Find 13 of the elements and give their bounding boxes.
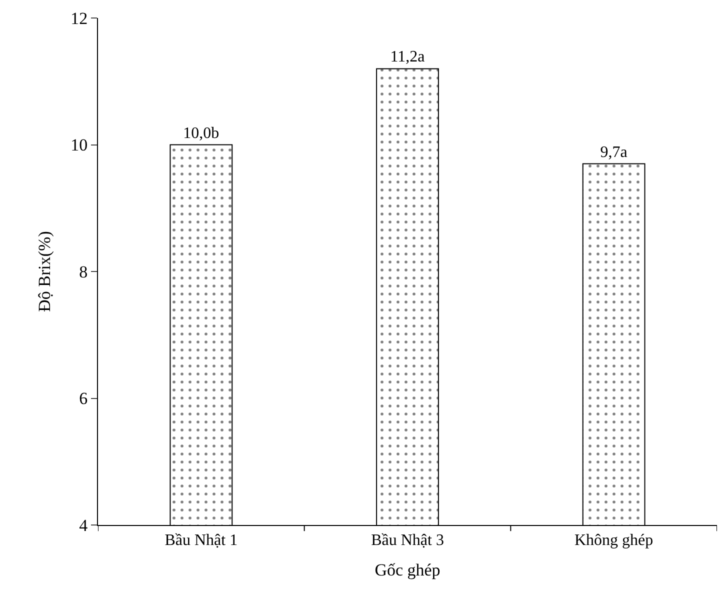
data-label: 9,7a [600,144,628,161]
y-tick-label: 4 [79,516,88,535]
x-tick-label: Bầu Nhật 1 [164,532,238,550]
data-label: 11,2a [390,48,425,66]
y-tick-label: 6 [79,389,88,408]
y-axis-title: Độ Brix(%) [35,231,54,312]
y-tick-label: 8 [79,262,88,282]
y-tick-label: 12 [70,8,88,28]
x-tick-label: Không ghép [574,532,654,550]
x-axis-title: Gốc ghép [374,560,440,580]
y-tick-label: 10 [70,136,88,155]
data-label: 10,0b [183,124,220,142]
x-tick-label: Bầu Nhật 3 [371,532,444,550]
